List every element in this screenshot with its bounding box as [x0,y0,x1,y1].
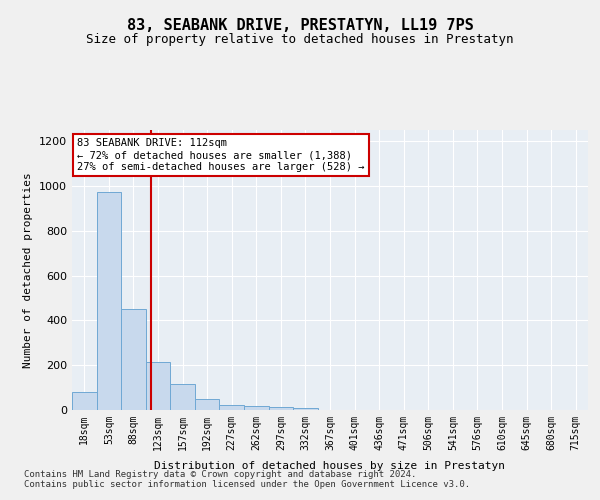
Bar [97,192,121,410]
Text: 83 SEABANK DRIVE: 112sqm
← 72% of detached houses are smaller (1,388)
27% of sem: 83 SEABANK DRIVE: 112sqm ← 72% of detach… [77,138,365,172]
Text: Size of property relative to detached houses in Prestatyn: Size of property relative to detached ho… [86,32,514,46]
Bar [146,362,170,410]
Bar [72,392,97,410]
Bar [293,408,318,410]
Bar [220,405,244,410]
Bar [170,384,195,410]
Bar [269,407,293,410]
Bar [244,406,269,410]
Bar [195,399,220,410]
Y-axis label: Number of detached properties: Number of detached properties [23,172,34,368]
X-axis label: Distribution of detached houses by size in Prestatyn: Distribution of detached houses by size … [155,461,505,471]
Text: 83, SEABANK DRIVE, PRESTATYN, LL19 7PS: 83, SEABANK DRIVE, PRESTATYN, LL19 7PS [127,18,473,32]
Text: Contains HM Land Registry data © Crown copyright and database right 2024.
Contai: Contains HM Land Registry data © Crown c… [24,470,470,490]
Bar [121,309,146,410]
